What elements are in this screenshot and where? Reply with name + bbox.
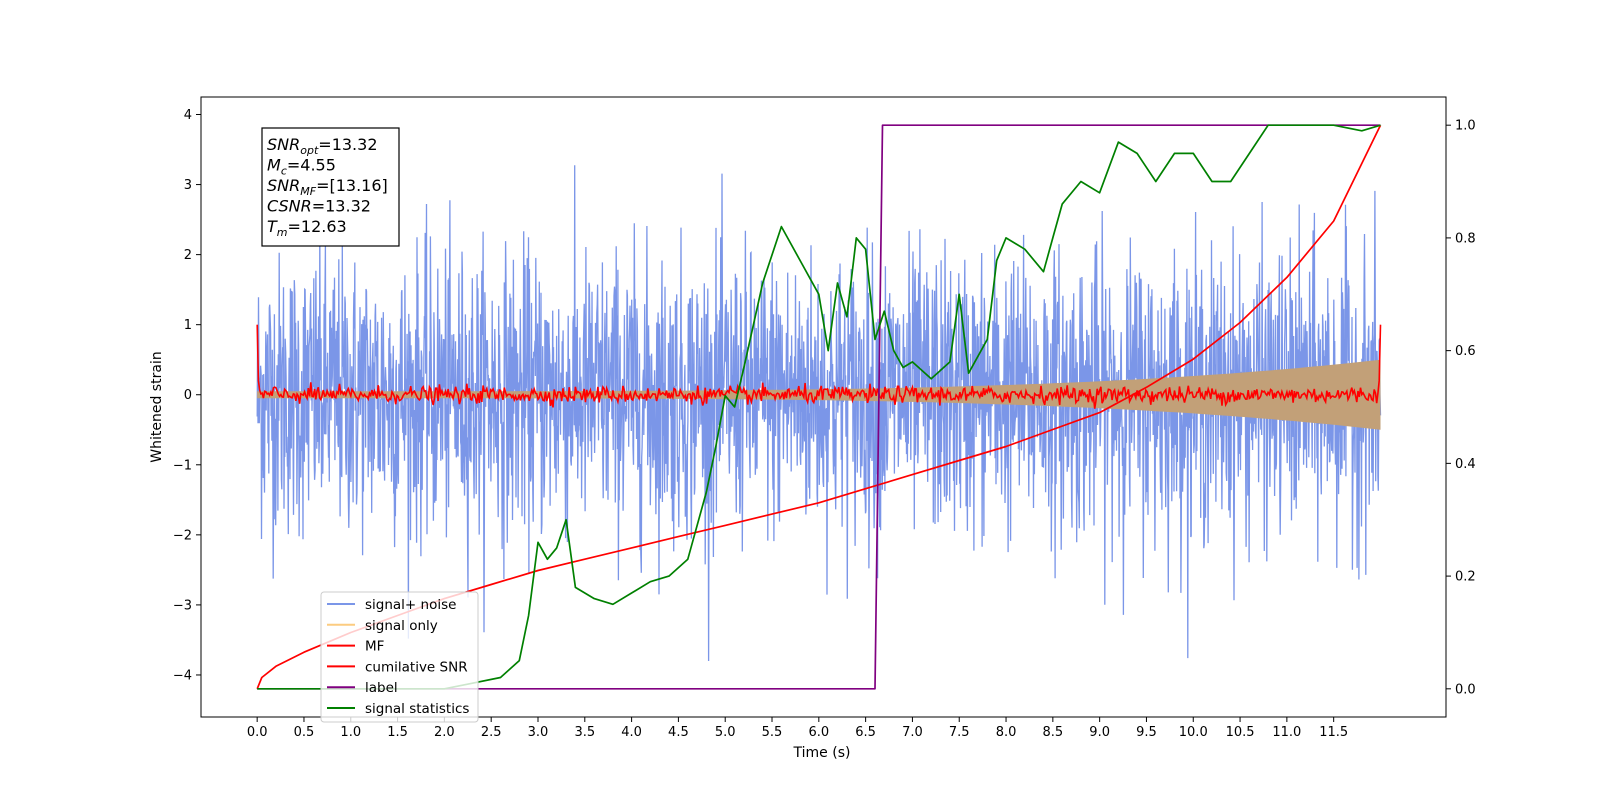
- info-value: =13.32: [318, 135, 377, 154]
- info-symbol: T: [267, 217, 278, 236]
- x-tick-label: 2.5: [481, 725, 502, 740]
- series-label: [257, 124, 1381, 690]
- x-tick-label: 5.0: [715, 725, 736, 740]
- x-tick-label: 9.5: [1136, 725, 1157, 740]
- x-tick-label: 4.5: [668, 725, 689, 740]
- info-annotation-box: SNRopt=13.32Mc=4.55SNRMF=[13.16]CSNR=13.…: [261, 127, 400, 247]
- plot-frame: [200, 96, 1447, 718]
- legend-label-signal-noise: signal+ noise: [365, 597, 456, 613]
- info-line: CSNR=13.32: [267, 197, 371, 216]
- x-tick-label: 0.5: [294, 725, 315, 740]
- x-tick-label: 11.5: [1319, 725, 1348, 740]
- y-tick-label: 1: [184, 318, 192, 333]
- x-tick-label: 1.0: [340, 725, 361, 740]
- x-tick-label: 1.5: [387, 725, 408, 740]
- y-tick-label: −3: [173, 598, 192, 613]
- x-tick-label: 0.0: [247, 725, 268, 740]
- info-subscript: MF: [300, 185, 316, 198]
- info-line: SNRMF=[13.16]: [267, 176, 388, 198]
- x-tick-label: 7.0: [902, 725, 923, 740]
- info-subscript: opt: [300, 144, 319, 157]
- y-tick-label: −1: [173, 458, 192, 473]
- info-line: Tm=12.63: [267, 217, 347, 239]
- y-tick-label: 4: [184, 108, 192, 123]
- x-tick-label: 4.0: [621, 725, 642, 740]
- x-axis-label: Time (s): [793, 745, 851, 761]
- legend-label-signal-only: signal only: [365, 618, 438, 634]
- y2-tick-label: 0.2: [1455, 570, 1476, 585]
- legend-label-cumilative-snr: cumilative SNR: [365, 659, 468, 675]
- x-tick-label: 9.0: [1089, 725, 1110, 740]
- series-signal-noise: [256, 165, 1382, 662]
- info-value: =4.55: [287, 156, 336, 175]
- legend-label-label: label: [365, 680, 398, 696]
- info-symbol: SNR: [267, 135, 300, 154]
- legend-label-signal-statistics: signal statistics: [365, 701, 469, 717]
- y-axis-label: Whitened strain: [149, 351, 165, 462]
- x-tick-label: 10.5: [1226, 725, 1255, 740]
- legend: signal+ noise signal only MF cumilative SNR…: [320, 591, 479, 723]
- y2-tick-label: 0.6: [1455, 344, 1476, 359]
- x-tick-label: 3.5: [574, 725, 595, 740]
- x-tick-label: 7.5: [949, 725, 970, 740]
- info-value: =13.32: [312, 197, 371, 216]
- y-tick-label: −2: [173, 528, 192, 543]
- x-tick-label: 8.0: [996, 725, 1017, 740]
- info-symbol: SNR: [267, 176, 300, 195]
- info-symbol: CSNR: [267, 197, 312, 216]
- info-subscript: m: [277, 226, 288, 239]
- x-tick-label: 6.5: [855, 725, 876, 740]
- y2-tick-label: 1.0: [1455, 119, 1476, 134]
- y2-tick-label: 0.4: [1455, 457, 1476, 472]
- info-symbol: M: [267, 156, 281, 175]
- y2-tick-label: 0.0: [1455, 682, 1476, 697]
- y-tick-label: 2: [184, 248, 192, 263]
- y-axis-right: 0.0 0.2 0.4 0.6 0.8 1.0: [1446, 119, 1476, 697]
- legend-frame: [320, 591, 479, 723]
- x-axis: 0.0 0.5 1.0 1.5 2.0 2.5 3.0 3.5 4.0 4.5 5.0 5.5 6.0 6…: [247, 717, 1348, 740]
- x-tick-label: 8.5: [1042, 725, 1063, 740]
- series-signal-statistics: [257, 124, 1381, 690]
- info-line: Mc=4.55: [267, 156, 336, 178]
- info-line: SNRopt=13.32: [267, 135, 378, 157]
- x-tick-label: 6.0: [808, 725, 829, 740]
- info-subscript: c: [281, 165, 287, 178]
- series-mf: [256, 324, 1382, 409]
- info-box-frame: [261, 127, 400, 247]
- y-axis-left: −4 −3 −2 −1 0 1 2 3 4: [173, 108, 201, 683]
- y-tick-label: 0: [184, 388, 192, 403]
- x-tick-label: 3.0: [528, 725, 549, 740]
- x-tick-label: 11.0: [1272, 725, 1301, 740]
- legend-label-mf: MF: [365, 639, 384, 655]
- y-tick-label: 3: [184, 178, 192, 193]
- info-value: =[13.16]: [316, 176, 388, 195]
- info-value: =12.63: [288, 217, 347, 236]
- x-tick-label: 2.0: [434, 725, 455, 740]
- x-tick-label: 10.0: [1179, 725, 1208, 740]
- y2-tick-label: 0.8: [1455, 231, 1476, 246]
- y-tick-label: −4: [173, 668, 192, 683]
- x-tick-label: 5.5: [762, 725, 783, 740]
